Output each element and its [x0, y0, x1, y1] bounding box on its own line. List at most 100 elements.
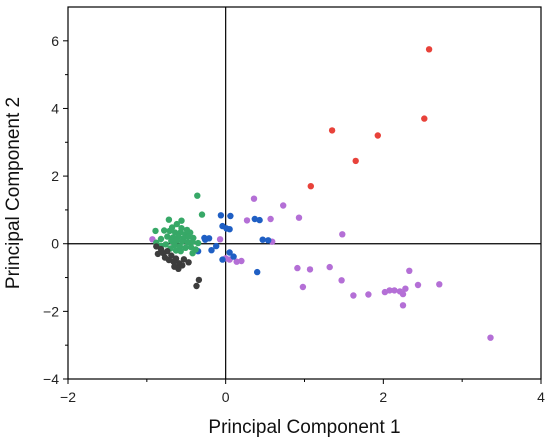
data-point: [164, 233, 171, 240]
data-point: [226, 249, 233, 256]
plot-frame: [67, 6, 542, 380]
data-point: [386, 287, 393, 294]
series-3: [194, 212, 272, 276]
axis-ticks: [63, 40, 542, 384]
data-point: [399, 290, 407, 298]
data-point: [189, 250, 196, 257]
data-point: [256, 216, 263, 224]
data-point: [178, 217, 185, 224]
data-point: [328, 127, 336, 134]
data-point: [173, 220, 180, 228]
data-point: [193, 282, 200, 290]
data-point: [205, 235, 213, 242]
series-5: [153, 243, 203, 290]
data-point: [254, 268, 261, 276]
data-point: [178, 225, 185, 232]
data-point: [259, 236, 266, 243]
data-point: [176, 243, 184, 250]
data-point: [295, 214, 303, 221]
data-point: [402, 285, 409, 292]
data-point: [251, 215, 258, 223]
x-tick-label: 0: [222, 389, 230, 405]
data-point: [165, 216, 173, 223]
data-point: [421, 115, 428, 122]
data-point: [179, 262, 186, 269]
data-point: [180, 256, 188, 263]
data-point: [227, 212, 234, 220]
data-point: [425, 46, 433, 53]
data-point: [352, 157, 359, 165]
data-point: [161, 227, 168, 234]
data-point: [164, 248, 171, 255]
data-point: [161, 254, 169, 261]
y-tick-label: −4: [43, 371, 59, 387]
data-point: [406, 267, 413, 274]
data-point: [374, 132, 381, 139]
data-point: [338, 277, 345, 284]
y-tick-labels: −4 −2 0 2 4 6: [43, 33, 59, 387]
data-point: [177, 248, 184, 255]
data-point: [194, 192, 201, 199]
data-point: [294, 264, 301, 272]
data-point: [185, 259, 192, 266]
data-point: [198, 211, 206, 218]
data-point: [233, 258, 240, 265]
data-point: [187, 243, 195, 251]
data-point: [172, 229, 179, 236]
data-point: [243, 217, 251, 224]
data-point: [208, 247, 215, 254]
data-point: [152, 227, 159, 235]
data-point: [154, 250, 162, 258]
data-point: [414, 281, 422, 289]
data-points: [149, 46, 494, 341]
data-point: [183, 226, 191, 234]
y-tick-label: 2: [51, 168, 59, 184]
data-point: [326, 263, 333, 271]
data-point: [184, 239, 191, 246]
data-point: [172, 247, 180, 254]
data-point: [399, 302, 407, 309]
x-tick-label: −2: [60, 389, 76, 405]
data-point: [267, 215, 274, 223]
data-point: [219, 256, 226, 263]
data-point: [194, 239, 202, 247]
y-tick-label: 4: [51, 100, 59, 116]
data-point: [226, 226, 233, 233]
data-point: [487, 334, 494, 341]
data-point: [182, 244, 189, 251]
data-point: [280, 202, 287, 209]
data-point: [391, 287, 398, 294]
data-point: [436, 281, 443, 288]
data-point: [238, 257, 245, 265]
data-point: [365, 291, 372, 298]
data-point: [306, 266, 314, 273]
y-tick-label: 0: [51, 236, 59, 252]
y-tick-label: 6: [51, 33, 59, 49]
data-point: [195, 276, 203, 284]
data-point: [339, 231, 346, 238]
data-point: [157, 235, 165, 243]
data-point: [168, 224, 176, 231]
x-tick-label: 4: [537, 389, 545, 405]
x-tick-labels: −2 0 2 4: [60, 389, 545, 405]
x-axis-title: Principal Component 1: [208, 417, 400, 438]
data-point: [171, 263, 178, 270]
y-tick-label: −2: [43, 303, 59, 319]
data-point: [201, 234, 208, 242]
data-point: [230, 253, 237, 260]
data-point: [250, 195, 258, 202]
data-point: [216, 236, 224, 243]
data-point: [350, 292, 357, 299]
data-point: [153, 243, 160, 250]
data-point: [162, 241, 169, 248]
y-axis-title: Principal Component 2: [3, 97, 24, 289]
data-point: [213, 242, 220, 250]
data-point: [299, 283, 307, 291]
x-tick-label: 2: [379, 389, 387, 405]
data-point: [179, 238, 186, 245]
data-point: [189, 238, 196, 245]
data-point: [307, 183, 314, 190]
data-point: [217, 212, 225, 219]
series-1: [307, 46, 433, 190]
